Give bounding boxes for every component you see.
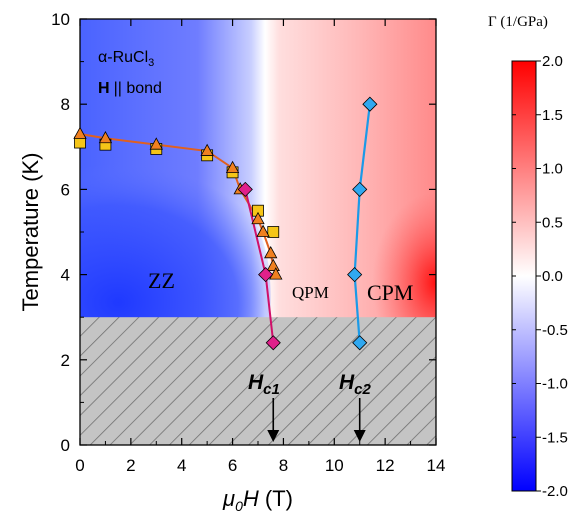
field-direction-label: H || bond bbox=[98, 80, 162, 97]
y-tick-label: 6 bbox=[61, 180, 70, 199]
y-tick-label: 2 bbox=[61, 351, 70, 370]
data-point-triangle bbox=[225, 160, 240, 174]
heatmap-area bbox=[80, 19, 436, 445]
data-point-triangle bbox=[251, 211, 265, 225]
colorbar-tick-label: 0.5 bbox=[542, 214, 563, 231]
region-zz-label: ZZ bbox=[148, 268, 175, 293]
region-qpm-label: QPM bbox=[292, 283, 329, 302]
material-label: α-RuCl3 bbox=[98, 49, 154, 69]
x-tick-label: 12 bbox=[376, 456, 395, 475]
data-point-square bbox=[267, 226, 280, 238]
data-point-triangle bbox=[200, 143, 214, 156]
data-point-diamond bbox=[237, 181, 253, 197]
x-axis-label: μ0H (T) bbox=[222, 486, 293, 514]
hc1-label: Hc1 bbox=[248, 371, 280, 398]
y-tick-label: 10 bbox=[51, 10, 70, 29]
data-point-triangle bbox=[266, 258, 280, 271]
data-point-diamond bbox=[352, 181, 368, 197]
x-tick-label: 4 bbox=[177, 456, 186, 475]
data-point-triangle bbox=[256, 224, 270, 237]
hc2-label: Hc2 bbox=[339, 371, 372, 398]
data-point-triangle bbox=[73, 126, 87, 139]
field-arrows bbox=[267, 398, 366, 442]
y-tick-label: 8 bbox=[61, 95, 70, 114]
axis-ticks bbox=[79, 18, 437, 446]
data-point-triangle bbox=[149, 137, 163, 150]
colorbar-tick-label: -1.0 bbox=[542, 376, 568, 393]
arrow-head bbox=[267, 430, 280, 442]
x-tick-label: 10 bbox=[325, 456, 344, 475]
colorbar-tick-label: 1.5 bbox=[542, 107, 563, 124]
x-tick-label: 14 bbox=[427, 456, 446, 475]
region-cpm-label: CPM bbox=[367, 280, 413, 305]
data-point-diamond bbox=[352, 335, 368, 351]
y-axis-label: Temperature (K) bbox=[18, 153, 43, 312]
data-point-diamond bbox=[265, 335, 281, 351]
colorbar-tick-label: -0.5 bbox=[542, 322, 568, 339]
arrow-head bbox=[353, 430, 366, 442]
x-tick-label: 0 bbox=[75, 456, 84, 475]
hatched-region bbox=[80, 317, 436, 445]
y-tick-label: 4 bbox=[61, 266, 70, 285]
series-line bbox=[353, 104, 371, 343]
data-point-diamond bbox=[362, 96, 378, 112]
data-point-diamond bbox=[347, 267, 363, 283]
data-point-triangle bbox=[98, 130, 113, 144]
x-tick-label: 6 bbox=[228, 456, 237, 475]
x-tick-labels: 0 2 4 6 8 10 12 14 bbox=[75, 456, 445, 475]
data-point-diamond bbox=[258, 267, 274, 283]
series-markers bbox=[73, 96, 378, 351]
data-point-triangle bbox=[264, 245, 278, 259]
x-tick-label: 2 bbox=[126, 456, 135, 475]
colorbar-tick-label: 0.0 bbox=[542, 268, 563, 285]
colorbar-tick-label: -2.0 bbox=[542, 483, 568, 500]
data-point-triangle bbox=[269, 267, 283, 280]
colorbar-ticks: 2.0 1.5 1.0 0.5 0.0 -0.5 -1.0 -1.5 -2.0 bbox=[512, 53, 568, 500]
colorbar-tick-label: 2.0 bbox=[542, 53, 563, 70]
colorbar-label: Γ (1/GPa) bbox=[488, 14, 548, 30]
colorbar-tick-label: -1.5 bbox=[542, 429, 568, 446]
colorbar-tick-label: 1.0 bbox=[542, 161, 563, 178]
y-tick-labels: 0 2 4 6 8 10 bbox=[51, 10, 70, 455]
y-tick-label: 0 bbox=[61, 436, 70, 455]
x-tick-label: 8 bbox=[279, 456, 288, 475]
